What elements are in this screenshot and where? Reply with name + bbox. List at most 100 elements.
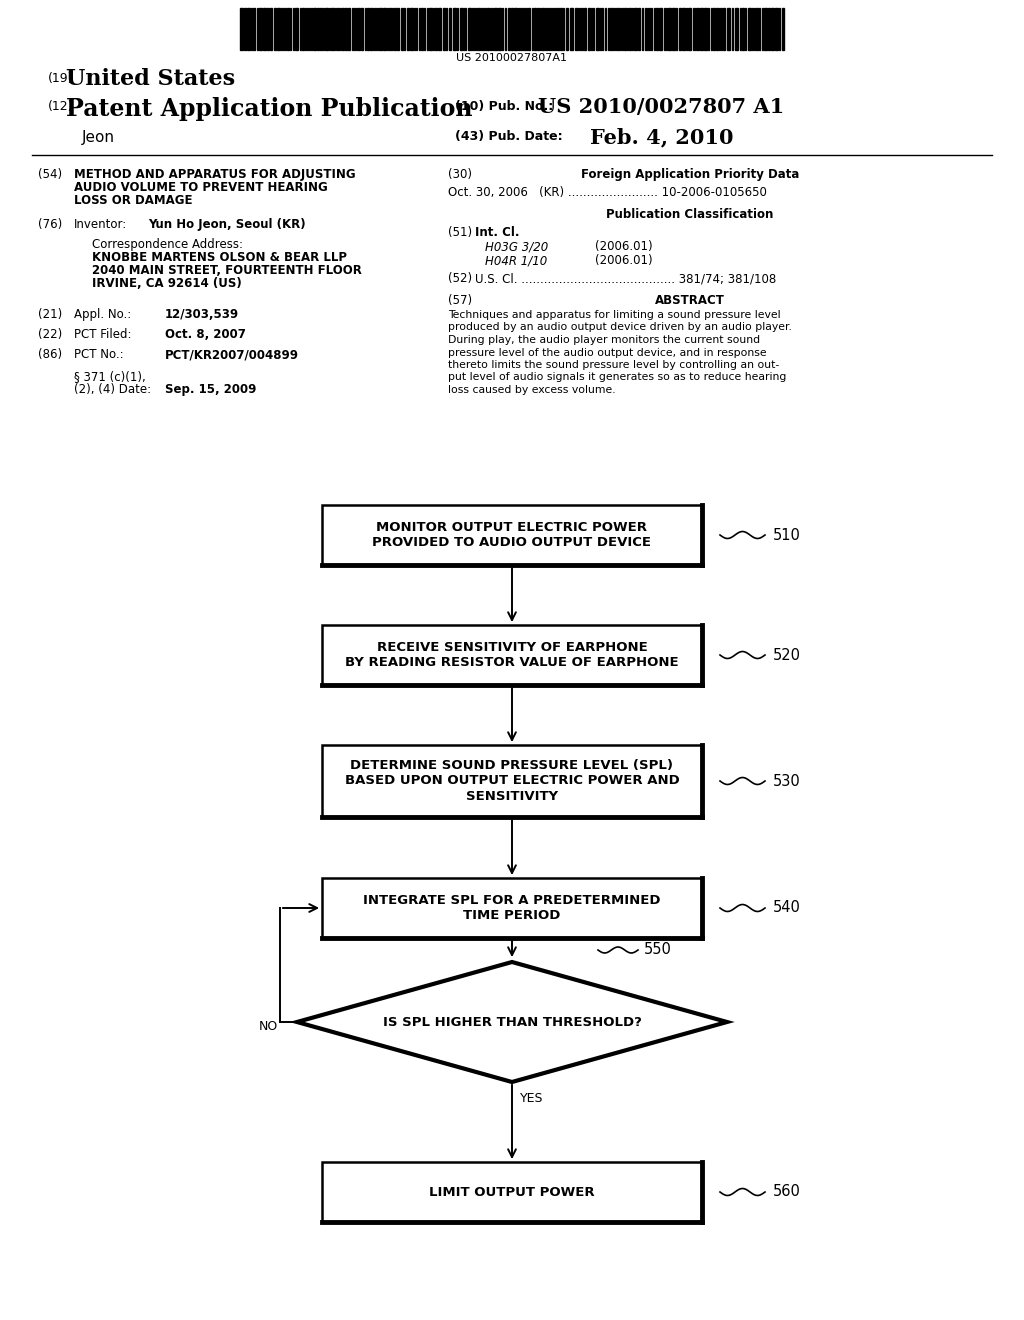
Bar: [322, 744, 702, 817]
Bar: [514, 8, 517, 50]
Bar: [742, 8, 744, 50]
Text: 540: 540: [773, 900, 801, 916]
Text: 12/303,539: 12/303,539: [165, 308, 240, 321]
Text: TIME PERIOD: TIME PERIOD: [463, 909, 561, 921]
Text: pressure level of the audio output device, and in response: pressure level of the audio output devic…: [449, 347, 767, 358]
Bar: [401, 8, 403, 50]
Bar: [468, 8, 471, 50]
Bar: [700, 8, 703, 50]
Polygon shape: [297, 962, 727, 1082]
Bar: [534, 8, 536, 50]
Text: KNOBBE MARTENS OLSON & BEAR LLP: KNOBBE MARTENS OLSON & BEAR LLP: [92, 251, 347, 264]
Bar: [267, 8, 269, 50]
Bar: [668, 8, 671, 50]
Text: PROVIDED TO AUDIO OUTPUT DEVICE: PROVIDED TO AUDIO OUTPUT DEVICE: [373, 536, 651, 549]
Bar: [361, 8, 362, 50]
Text: § 371 (c)(1),: § 371 (c)(1),: [74, 370, 145, 383]
Text: (2006.01): (2006.01): [595, 240, 652, 253]
Bar: [337, 8, 339, 50]
Bar: [247, 8, 250, 50]
Bar: [259, 8, 262, 50]
Bar: [429, 8, 432, 50]
Bar: [638, 8, 640, 50]
Bar: [453, 8, 456, 50]
Text: H04R 1/10: H04R 1/10: [485, 253, 547, 267]
Text: put level of audio signals it generates so as to reduce hearing: put level of audio signals it generates …: [449, 372, 786, 383]
Text: 530: 530: [773, 774, 801, 788]
Bar: [634, 8, 637, 50]
Bar: [487, 8, 489, 50]
Bar: [397, 8, 399, 50]
Bar: [511, 8, 513, 50]
Bar: [560, 8, 562, 50]
Text: Techniques and apparatus for limiting a sound pressure level: Techniques and apparatus for limiting a …: [449, 310, 780, 319]
Text: (19): (19): [48, 73, 74, 84]
Text: DETERMINE SOUND PRESSURE LEVEL (SPL): DETERMINE SOUND PRESSURE LEVEL (SPL): [350, 759, 674, 772]
Bar: [449, 8, 451, 50]
Bar: [494, 8, 497, 50]
Text: (30): (30): [449, 168, 472, 181]
Bar: [367, 8, 369, 50]
Bar: [435, 8, 437, 50]
Bar: [331, 8, 334, 50]
Bar: [617, 8, 618, 50]
Text: PCT/KR2007/004899: PCT/KR2007/004899: [165, 348, 299, 360]
Text: LIMIT OUTPUT POWER: LIMIT OUTPUT POWER: [429, 1185, 595, 1199]
Bar: [322, 624, 702, 685]
Bar: [302, 8, 304, 50]
Text: (21): (21): [38, 308, 62, 321]
Bar: [317, 8, 319, 50]
Bar: [438, 8, 441, 50]
Text: SENSITIVITY: SENSITIVITY: [466, 789, 558, 803]
Text: BASED UPON OUTPUT ELECTRIC POWER AND: BASED UPON OUTPUT ELECTRIC POWER AND: [345, 775, 679, 788]
Bar: [596, 8, 599, 50]
Bar: [570, 8, 573, 50]
Text: BY READING RESISTOR VALUE OF EARPHONE: BY READING RESISTOR VALUE OF EARPHONE: [345, 656, 679, 669]
Text: Int. Cl.: Int. Cl.: [475, 226, 519, 239]
Bar: [688, 8, 691, 50]
Text: (54): (54): [38, 168, 62, 181]
Text: 510: 510: [773, 528, 801, 543]
Bar: [313, 8, 316, 50]
Bar: [443, 8, 445, 50]
Text: US 20100027807A1: US 20100027807A1: [457, 53, 567, 63]
Bar: [679, 8, 681, 50]
Text: US 2010/0027807 A1: US 2010/0027807 A1: [538, 96, 784, 117]
Bar: [508, 8, 510, 50]
Bar: [319, 8, 322, 50]
Bar: [682, 8, 685, 50]
Text: 2040 MAIN STREET, FOURTEENTH FLOOR: 2040 MAIN STREET, FOURTEENTH FLOOR: [92, 264, 361, 277]
Text: Oct. 30, 2006   (KR) ........................ 10-2006-0105650: Oct. 30, 2006 (KR) .....................…: [449, 186, 767, 199]
Text: Appl. No.:: Appl. No.:: [74, 308, 131, 321]
Bar: [528, 8, 530, 50]
Bar: [270, 8, 272, 50]
Text: thereto limits the sound pressure level by controlling an out-: thereto limits the sound pressure level …: [449, 360, 779, 370]
Text: Foreign Application Priority Data: Foreign Application Priority Data: [581, 168, 799, 181]
Text: 520: 520: [773, 648, 801, 663]
Text: (2006.01): (2006.01): [595, 253, 652, 267]
Bar: [575, 8, 577, 50]
Text: Jeon: Jeon: [82, 129, 115, 145]
Text: Publication Classification: Publication Classification: [606, 209, 774, 220]
Bar: [478, 8, 480, 50]
Text: (51): (51): [449, 226, 472, 239]
Bar: [325, 8, 328, 50]
Text: (22): (22): [38, 327, 62, 341]
Bar: [394, 8, 396, 50]
Bar: [263, 8, 266, 50]
Bar: [756, 8, 758, 50]
Text: Feb. 4, 2010: Feb. 4, 2010: [590, 127, 733, 147]
Text: AUDIO VOLUME TO PREVENT HEARING: AUDIO VOLUME TO PREVENT HEARING: [74, 181, 328, 194]
Text: IS SPL HIGHER THAN THRESHOLD?: IS SPL HIGHER THAN THRESHOLD?: [383, 1015, 641, 1028]
Bar: [537, 8, 539, 50]
Text: METHOD AND APPARATUS FOR ADJUSTING: METHOD AND APPARATUS FOR ADJUSTING: [74, 168, 355, 181]
Bar: [383, 8, 386, 50]
Bar: [672, 8, 675, 50]
Bar: [240, 8, 243, 50]
Bar: [775, 8, 778, 50]
Bar: [322, 1162, 702, 1222]
Bar: [358, 8, 360, 50]
Bar: [705, 8, 707, 50]
Bar: [287, 8, 289, 50]
Bar: [697, 8, 699, 50]
